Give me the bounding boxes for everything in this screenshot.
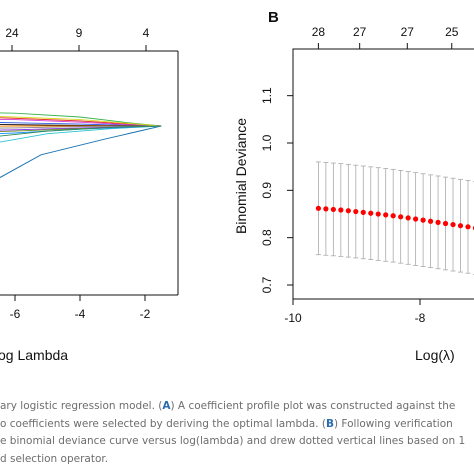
caption-line-2-start: o coefficients were selected by deriving…	[0, 417, 326, 430]
panel-a-x-axis-title: og Lambda	[0, 347, 68, 363]
mean-point	[465, 224, 471, 230]
mean-point	[435, 219, 441, 225]
caption-line-4: d selection operator.	[0, 452, 109, 465]
coefficient-path	[0, 125, 162, 137]
panel-b-letter: B	[268, 9, 279, 26]
mean-point	[405, 215, 411, 221]
panel-b-y-axis-title: Binomial Deviance	[233, 118, 249, 234]
x-tick-label: -10	[284, 311, 302, 325]
mean-point	[375, 211, 381, 217]
top-tick-label: 28	[312, 25, 326, 39]
caption-line-3: e binomial deviance curve versus log(lam…	[0, 435, 466, 447]
panel-a-top-tick-label: 4	[143, 26, 150, 40]
panel-b-top-axis: 2827272525231916	[312, 25, 459, 49]
mean-point	[442, 220, 449, 227]
mean-point	[345, 208, 351, 214]
caption-ref-a: A	[162, 400, 171, 412]
figure: -6 -4 -2 24 9 4 og Lambda B 0.7 0.8 0.9 1.0…	[0, 9, 474, 363]
coefficient-path	[0, 119, 162, 127]
panel-a-coefficient-paths	[0, 112, 162, 179]
panel-a-x-tick-label: -2	[140, 307, 151, 321]
caption-line-2: o coefficients were selected by deriving…	[0, 416, 474, 434]
mean-point	[398, 214, 404, 220]
panel-b-x-axis-title: Log(λ)	[415, 347, 455, 363]
mean-point	[457, 223, 464, 229]
panel-a-coefficient-profile: -6 -4 -2 24 9 4 og Lambda	[0, 26, 179, 363]
panel-b-x-title-prefix: Log(	[415, 347, 443, 363]
top-tick-label: 25	[445, 25, 459, 39]
caption-ref-b: B	[325, 417, 334, 430]
mean-point	[353, 208, 359, 215]
panel-b-plot-frame	[292, 48, 474, 300]
panel-b-cv-deviance: B 0.70.80.91.01.1 -10-8-6 28272725252319…	[233, 9, 474, 363]
mean-point	[330, 206, 336, 213]
panel-a-top-tick-label: 9	[76, 26, 83, 40]
caption-line-1: ary logistic regression model. (A) A coe…	[0, 398, 474, 416]
mean-point	[383, 212, 389, 218]
figure-caption: ary logistic regression model. (A) A coe…	[0, 398, 474, 474]
mean-point	[315, 205, 321, 211]
mean-point	[390, 213, 396, 219]
panel-a-top-tick-label: 24	[5, 26, 19, 40]
coefficient-path	[0, 116, 162, 127]
top-tick-label: 27	[353, 25, 367, 39]
coefficient-path	[0, 125, 162, 143]
panel-a-top-ticks: 24 9 4	[5, 26, 150, 51]
x-tick-label: -8	[415, 311, 426, 325]
mean-point	[338, 207, 344, 213]
y-tick-label: 0.7	[260, 276, 274, 293]
panel-b-x-title-lambda: λ	[443, 347, 450, 363]
y-tick-label: 1.1	[260, 87, 274, 104]
y-tick-label: 0.9	[260, 182, 274, 199]
mean-point	[360, 209, 366, 215]
y-tick-label: 0.8	[260, 229, 274, 246]
y-tick-label: 1.0	[260, 134, 274, 151]
coefficient-path	[0, 112, 162, 127]
coefficient-path	[0, 125, 162, 135]
caption-line-1-start: ary logistic regression model. (	[0, 400, 163, 412]
caption-line-2-end: ) Following verification	[334, 417, 453, 430]
mean-point	[427, 218, 434, 224]
coefficient-path	[0, 117, 162, 127]
panel-b-error-bars	[315, 161, 474, 275]
panel-a-x-tick-label: -4	[75, 307, 86, 321]
panel-a-bottom-ticks: -6 -4 -2	[10, 295, 151, 321]
panel-b-x-title-suffix: )	[450, 347, 455, 363]
panel-b-mean-points	[315, 205, 474, 231]
panel-b-x-axis: -10-8-6	[284, 299, 426, 325]
mean-point	[323, 206, 329, 212]
panel-b-y-axis: 0.7 0.8 0.9 1.0 1.1	[260, 87, 293, 293]
mean-point	[450, 221, 456, 228]
mean-point	[413, 216, 419, 222]
mean-point	[420, 217, 426, 223]
top-tick-label: 27	[401, 25, 415, 39]
mean-point	[368, 210, 374, 216]
panel-a-x-tick-label: -6	[10, 307, 21, 321]
caption-line-1-end: ) A coefficient profile plot was constru…	[170, 400, 456, 412]
coefficient-path	[0, 125, 162, 129]
coefficient-path	[0, 125, 162, 179]
